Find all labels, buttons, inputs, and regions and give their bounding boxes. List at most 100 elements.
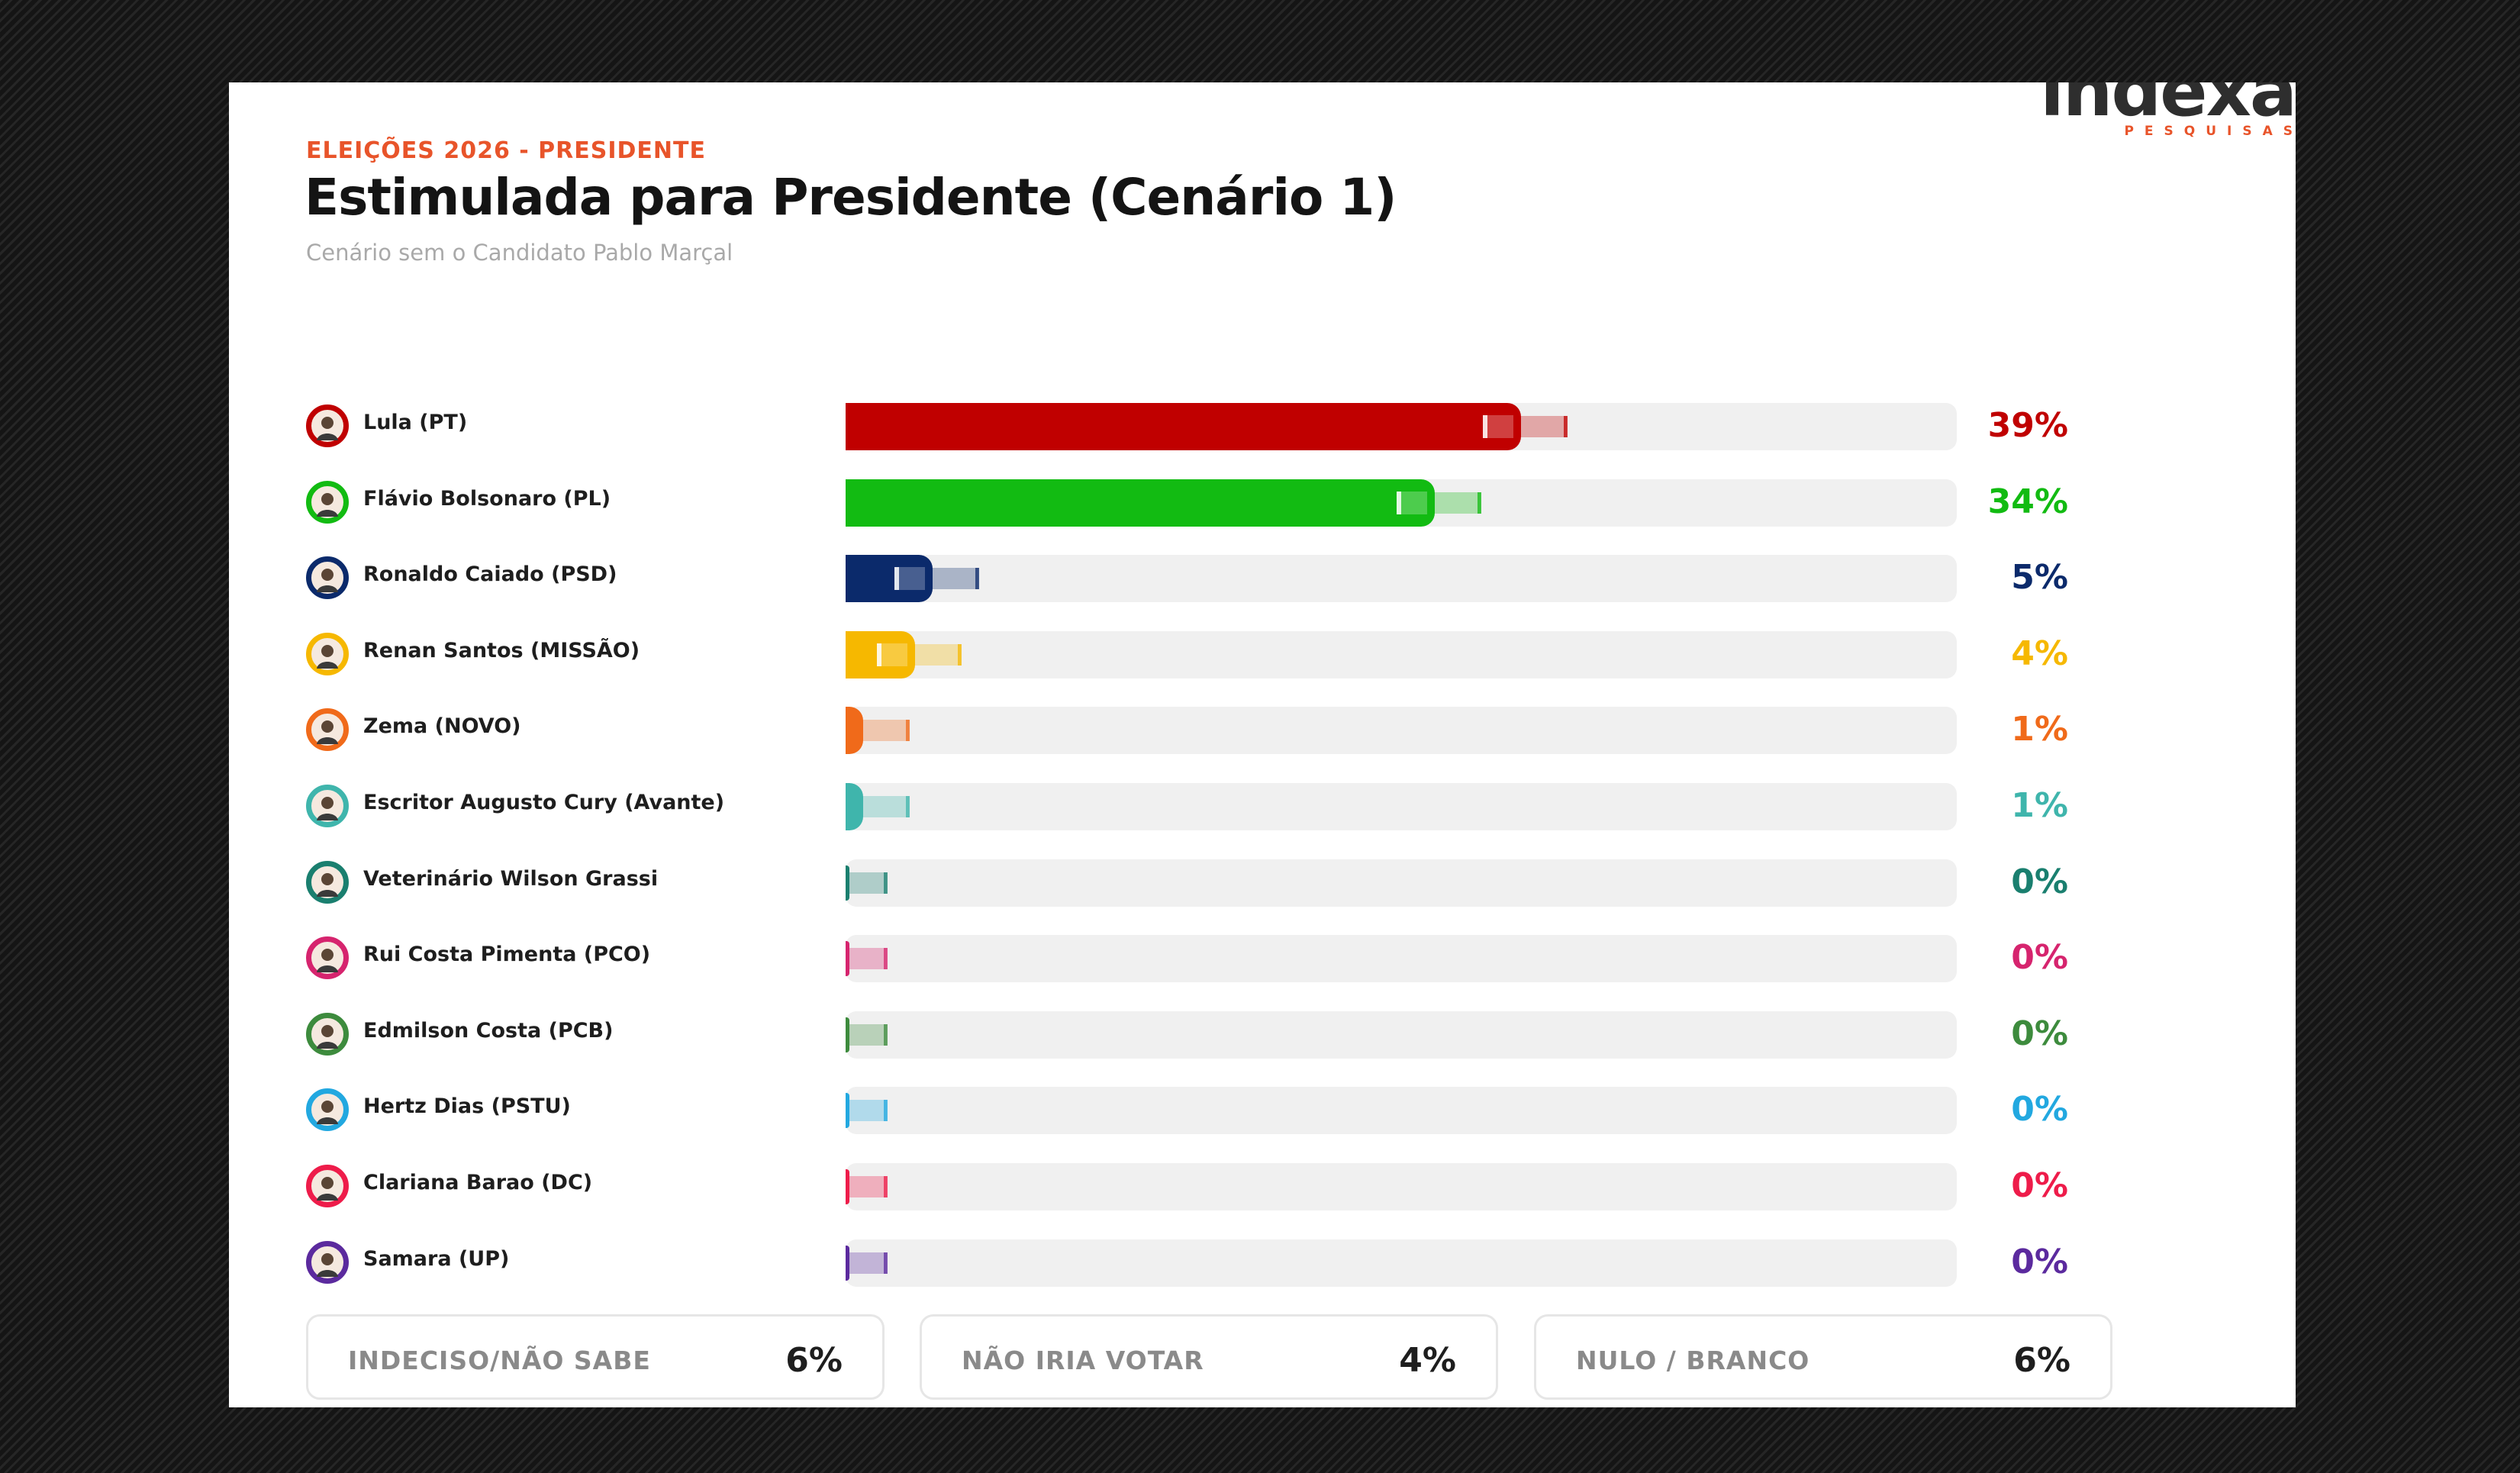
bar — [846, 555, 933, 603]
candidate-name: Rui Costa Pimenta (PCO) — [363, 943, 651, 967]
summary-box-wont-vote: NÃO IRIA VOTAR 4% — [920, 1314, 1498, 1400]
bar — [846, 403, 1522, 450]
percentage-label: 34% — [1987, 482, 2068, 521]
error-tick — [957, 643, 962, 666]
bar-track — [846, 935, 1957, 983]
error-band — [846, 872, 887, 894]
error-band — [846, 948, 887, 970]
summary-value: 6% — [2013, 1341, 2070, 1380]
error-tick — [884, 1252, 888, 1274]
summary-box-null-blank: NULO / BRANCO 6% — [1534, 1314, 2112, 1400]
candidate-name: Zema (NOVO) — [363, 714, 521, 739]
error-band — [846, 1176, 887, 1197]
error-tick — [1477, 492, 1481, 514]
candidate-row: Zema (NOVO) 1% — [229, 691, 2296, 768]
error-tick — [1564, 416, 1568, 437]
summary-value: 6% — [785, 1341, 843, 1380]
error-tick — [884, 948, 888, 970]
candidate-avatar-icon — [306, 556, 349, 600]
bar-marker — [1396, 491, 1427, 514]
section-kicker: ELEIÇÕES 2026 - PRESIDENTE — [306, 137, 706, 164]
error-band — [846, 1023, 887, 1046]
candidate-row: Lula (PT) 39% — [229, 388, 2296, 464]
error-band — [846, 1100, 887, 1122]
bar — [846, 1017, 849, 1052]
summary-box-undecided: INDECISO/NÃO SABE 6% — [306, 1314, 885, 1400]
candidate-avatar-icon — [306, 860, 349, 904]
bar — [846, 865, 849, 901]
percentage-label: 4% — [2011, 633, 2068, 673]
bar — [846, 1169, 849, 1204]
candidate-row: Rui Costa Pimenta (PCO) 0% — [229, 920, 2296, 996]
candidate-row: Renan Santos (MISSÃO) 4% — [229, 616, 2296, 692]
percentage-label: 0% — [2011, 862, 2068, 901]
bar — [846, 1245, 849, 1281]
summary-label: NÃO IRIA VOTAR — [962, 1346, 1204, 1375]
error-tick — [975, 568, 979, 590]
bar — [846, 783, 863, 830]
candidate-avatar-icon — [306, 1012, 349, 1056]
percentage-label: 0% — [2011, 1014, 2068, 1053]
bar — [846, 1093, 849, 1129]
bar-marker — [876, 643, 907, 666]
percentage-label: 0% — [2011, 938, 2068, 978]
candidate-name: Edmilson Costa (PCB) — [363, 1018, 614, 1043]
candidate-name: Renan Santos (MISSÃO) — [363, 638, 640, 662]
candidate-avatar-icon — [306, 785, 349, 827]
summary-label: INDECISO/NÃO SABE — [348, 1346, 651, 1375]
candidate-name: Veterinário Wilson Grassi — [363, 866, 659, 891]
candidate-name: Flávio Bolsonaro (PL) — [363, 486, 611, 511]
bar-marker — [1483, 415, 1514, 438]
candidate-row: Clariana Barao (DC) 0% — [229, 1148, 2296, 1224]
bar-track — [846, 555, 1957, 603]
bar — [846, 707, 863, 755]
bar — [846, 479, 1435, 527]
bar-track — [846, 1010, 1957, 1059]
bar-track — [846, 1087, 1957, 1135]
error-band — [846, 1252, 887, 1274]
percentage-label: 0% — [2011, 1242, 2068, 1281]
candidate-row: Hertz Dias (PSTU) 0% — [229, 1072, 2296, 1148]
candidate-avatar-icon — [306, 480, 349, 524]
bar-track — [846, 630, 1957, 678]
candidate-name: Samara (UP) — [363, 1246, 510, 1271]
candidate-row: Escritor Augusto Cury (Avante) 1% — [229, 768, 2296, 844]
candidate-row: Samara (UP) 0% — [229, 1224, 2296, 1301]
candidate-row: Flávio Bolsonaro (PL) 34% — [229, 464, 2296, 540]
bar-track — [846, 1163, 1957, 1210]
candidate-name: Hertz Dias (PSTU) — [363, 1094, 571, 1119]
chart-title: Estimulada para Presidente (Cenário 1) — [305, 168, 1397, 227]
percentage-label: 1% — [2011, 710, 2068, 749]
summary-label: NULO / BRANCO — [1576, 1346, 1810, 1375]
bar-track — [846, 783, 1957, 830]
bar-track — [846, 403, 1957, 450]
error-tick — [905, 720, 910, 742]
bar-track — [846, 479, 1957, 527]
logo-subtitle: PESQUISAS — [2124, 124, 2296, 139]
bar — [846, 941, 849, 977]
bar — [846, 630, 915, 678]
candidate-avatar-icon — [306, 708, 349, 752]
candidate-name: Ronaldo Caiado (PSD) — [363, 562, 617, 587]
percentage-label: 1% — [2011, 786, 2068, 825]
candidate-name: Escritor Augusto Cury (Avante) — [363, 791, 725, 814]
percentage-label: 39% — [1987, 406, 2068, 445]
bar-track — [846, 859, 1957, 907]
bar-track — [846, 707, 1957, 755]
chart-subtitle: Cenário sem o Candidato Pablo Marçal — [306, 240, 733, 266]
summary-value: 4% — [1399, 1341, 1456, 1380]
chart-card: indexa PESQUISAS ELEIÇÕES 2026 - PRESIDE… — [229, 82, 2296, 1407]
candidate-avatar-icon — [306, 1088, 349, 1132]
candidate-avatar-icon — [306, 632, 349, 675]
candidate-row: Ronaldo Caiado (PSD) 5% — [229, 540, 2296, 616]
candidate-row: Veterinário Wilson Grassi 0% — [229, 844, 2296, 920]
error-tick — [884, 872, 888, 894]
candidate-row: Edmilson Costa (PCB) 0% — [229, 996, 2296, 1072]
candidate-avatar-icon — [306, 936, 349, 980]
percentage-label: 0% — [2011, 1166, 2068, 1205]
candidate-avatar-icon — [306, 405, 349, 447]
bar-marker — [894, 567, 925, 591]
logo-wordmark: indexa — [2040, 82, 2296, 132]
bar-track — [846, 1239, 1957, 1287]
error-tick — [884, 1176, 888, 1197]
